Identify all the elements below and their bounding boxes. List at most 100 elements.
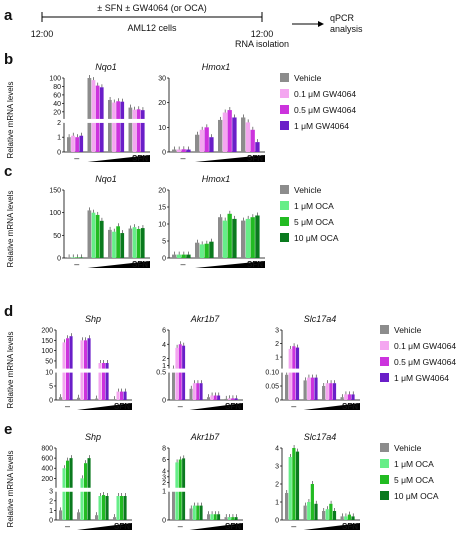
y-tick-label: 0 bbox=[162, 518, 166, 525]
bar bbox=[120, 391, 124, 400]
y-tick-label: 2 bbox=[49, 498, 53, 505]
bar bbox=[128, 228, 133, 258]
bar bbox=[213, 395, 217, 400]
axis-break-band bbox=[53, 487, 133, 492]
chart-title: Hmox1 bbox=[202, 174, 231, 184]
bar bbox=[310, 377, 314, 400]
bar bbox=[196, 383, 200, 400]
sfn-label: SFN bbox=[114, 522, 130, 531]
bar bbox=[95, 515, 99, 520]
y-tick-label: 0 bbox=[57, 150, 61, 157]
bar bbox=[218, 119, 223, 152]
sfn-wedge bbox=[87, 261, 150, 268]
legend-label: Vehicle bbox=[394, 443, 422, 453]
y-tick-label: 0 bbox=[57, 256, 61, 263]
y-tick-label: 1 bbox=[162, 489, 166, 496]
legend-label: 1 μM GW4064 bbox=[394, 373, 449, 383]
sfn-wedge bbox=[77, 403, 132, 410]
bar bbox=[224, 398, 228, 400]
panel-a-timeline: a ± SFN ± GW4064 (or OCA) AML12 cells 12… bbox=[4, 3, 363, 49]
legend-d: Vehicle 0.1 μM GW4064 0.5 μM GW4064 1 μM GW… bbox=[380, 325, 456, 383]
sfn-wedge bbox=[189, 403, 243, 410]
sfn-wedge bbox=[303, 403, 360, 410]
panel-label-b: b bbox=[4, 51, 13, 68]
y-tick-label: 200 bbox=[41, 328, 53, 335]
time-end-label: 12:00 bbox=[251, 29, 274, 39]
chart-c-hmox1: Hmox1 0 5 10 15 20 – SFN bbox=[158, 174, 265, 269]
bar bbox=[292, 346, 296, 400]
bar bbox=[181, 149, 186, 152]
bar bbox=[189, 388, 193, 400]
legend-swatch bbox=[280, 89, 289, 98]
y-tick-label: 0 bbox=[162, 398, 166, 405]
bar bbox=[71, 257, 75, 258]
sfn-label: SFN bbox=[114, 402, 130, 411]
legend-label: 1 μM OCA bbox=[394, 459, 434, 469]
bar bbox=[245, 218, 251, 258]
y-tick-label: 8 bbox=[162, 446, 166, 453]
y-tick-label: 15 bbox=[158, 205, 166, 212]
sfn-wedge bbox=[77, 523, 132, 530]
bar bbox=[204, 127, 209, 152]
bar bbox=[123, 391, 127, 400]
y-tick-label: 2 bbox=[162, 480, 166, 487]
bar bbox=[307, 377, 311, 400]
legend-label: Vehicle bbox=[294, 73, 322, 83]
cells-label: AML12 cells bbox=[127, 23, 177, 33]
chart-d-slc17a4: Slc17a4 0 0.05 0.10 1 2 3 – SFN bbox=[265, 314, 361, 411]
bar bbox=[95, 214, 100, 258]
legend-e: Vehicle 1 μM OCA 5 μM OCA 10 μM OCA bbox=[380, 443, 439, 501]
y-tick-label: 2 bbox=[162, 356, 166, 363]
bar bbox=[288, 348, 292, 400]
y-tick-label: 10 bbox=[158, 222, 166, 229]
bar bbox=[87, 78, 92, 152]
y-tick-label: 100 bbox=[41, 348, 53, 355]
legend-label: 5 μM OCA bbox=[294, 217, 334, 227]
bar bbox=[59, 397, 63, 400]
y-tick-label: 50 bbox=[45, 358, 53, 365]
sfn-wedge bbox=[189, 523, 243, 530]
bar bbox=[176, 149, 182, 152]
sfn-wedge bbox=[195, 155, 265, 162]
y-tick-label: 100 bbox=[49, 76, 61, 83]
y-tick-label: 5 bbox=[49, 384, 53, 391]
bar bbox=[102, 495, 106, 520]
bar bbox=[292, 448, 296, 520]
bar bbox=[195, 134, 200, 152]
chart-title: Slc17a4 bbox=[304, 432, 337, 442]
outcome-line-1: qPCR bbox=[330, 13, 355, 23]
y-tick-label: 100 bbox=[49, 210, 61, 217]
chart-title: Hmox1 bbox=[202, 62, 231, 72]
bar bbox=[209, 241, 214, 258]
bar bbox=[77, 397, 81, 400]
y-tick-label: 1 bbox=[57, 135, 61, 142]
bar bbox=[204, 243, 209, 258]
y-tick-label: 0 bbox=[275, 518, 279, 525]
y-axis-label: Relative mRNA levels bbox=[6, 332, 15, 409]
bar bbox=[224, 517, 228, 520]
bar bbox=[210, 395, 214, 400]
bar bbox=[182, 345, 186, 400]
legend-label: 5 μM OCA bbox=[394, 475, 434, 485]
bar bbox=[75, 257, 79, 258]
sfn-label: SFN bbox=[225, 522, 241, 531]
axis-break-band bbox=[61, 118, 151, 123]
treatment-label: ± SFN ± GW4064 (or OCA) bbox=[97, 3, 206, 13]
bar bbox=[75, 137, 79, 152]
control-mark: – bbox=[291, 521, 296, 531]
bar bbox=[285, 374, 289, 400]
bar bbox=[196, 505, 200, 520]
y-tick-label: 600 bbox=[41, 456, 53, 463]
bar bbox=[250, 217, 255, 258]
y-tick-label: 30 bbox=[158, 76, 166, 83]
y-tick-label: 60 bbox=[53, 92, 61, 99]
sfn-label: SFN bbox=[342, 522, 358, 531]
bar bbox=[116, 496, 120, 520]
chart-c-nqo1: Nqo1 0 50 100 150 – SFN bbox=[49, 174, 150, 269]
chart-title: Slc17a4 bbox=[304, 314, 337, 324]
chart-title: Akr1b7 bbox=[190, 314, 221, 324]
bar bbox=[222, 220, 228, 258]
rna-isolation-label: RNA isolation bbox=[235, 39, 289, 49]
